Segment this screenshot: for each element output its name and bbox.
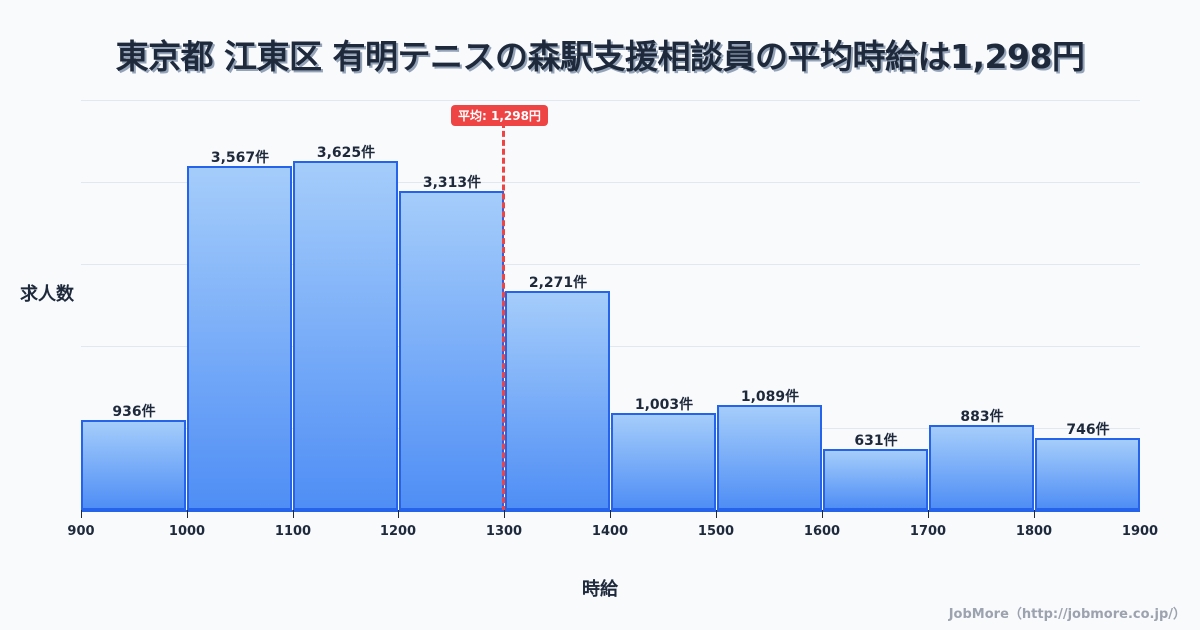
x-tick-label: 1300 [485, 524, 523, 539]
x-tick-label: 1500 [697, 524, 735, 539]
histogram-bar [187, 166, 292, 510]
x-tick-label: 1000 [168, 524, 206, 539]
average-line [502, 122, 505, 512]
gridline [81, 264, 1140, 265]
x-axis-label: 時給 [582, 579, 618, 600]
x-tick [1034, 510, 1035, 518]
x-tick-label: 1700 [909, 524, 947, 539]
bar-value-label: 936件 [112, 404, 156, 420]
x-tick [504, 510, 505, 518]
x-tick [928, 510, 929, 518]
x-tick-label: 900 [67, 524, 95, 539]
gridline [81, 100, 1140, 101]
gridline [81, 346, 1140, 347]
histogram-bar [611, 413, 716, 510]
x-tick-label: 1600 [803, 524, 841, 539]
histogram-bar [823, 449, 928, 510]
histogram-bar [81, 420, 186, 510]
x-tick-label: 1400 [591, 524, 629, 539]
x-tick-label: 1200 [379, 524, 417, 539]
x-tick-label: 1800 [1015, 524, 1053, 539]
bar-value-label: 1,089件 [740, 389, 800, 405]
bar-value-label: 3,567件 [210, 150, 270, 166]
x-tick [398, 510, 399, 518]
bar-value-label: 2,271件 [528, 275, 588, 291]
histogram-bar [717, 405, 822, 510]
bar-value-label: 883件 [960, 409, 1004, 425]
histogram-bar [1035, 438, 1140, 510]
chart-title: 東京都 江東区 有明テニスの森駅支援相談員の平均時給は1,298円 [115, 37, 1085, 76]
bar-value-label: 746件 [1066, 422, 1110, 438]
bar-value-label: 1,003件 [634, 397, 694, 413]
bar-value-label: 631件 [854, 433, 898, 449]
x-tick [610, 510, 611, 518]
x-tick [187, 510, 188, 518]
x-tick-label: 1900 [1121, 524, 1159, 539]
y-axis-label: 求人数 [20, 284, 74, 305]
x-tick [293, 510, 294, 518]
x-tick-label: 1100 [274, 524, 312, 539]
x-tick [81, 510, 82, 518]
credit-text: JobMore（http://jobmore.co.jp/） [948, 607, 1186, 622]
histogram-bar [929, 425, 1034, 510]
histogram-bar [505, 291, 610, 510]
gridline [81, 182, 1140, 183]
bar-value-label: 3,313件 [422, 175, 482, 191]
x-tick [716, 510, 717, 518]
plot-area: 936件 3,567件 3,625件 3,313件 2,271件 1,003件 … [81, 100, 1140, 510]
histogram-bar [293, 161, 398, 510]
bar-value-label: 3,625件 [316, 145, 376, 161]
x-tick [822, 510, 823, 518]
average-badge: 平均: 1,298円 [451, 105, 548, 126]
gridline [81, 428, 1140, 429]
histogram-bar [399, 191, 504, 510]
